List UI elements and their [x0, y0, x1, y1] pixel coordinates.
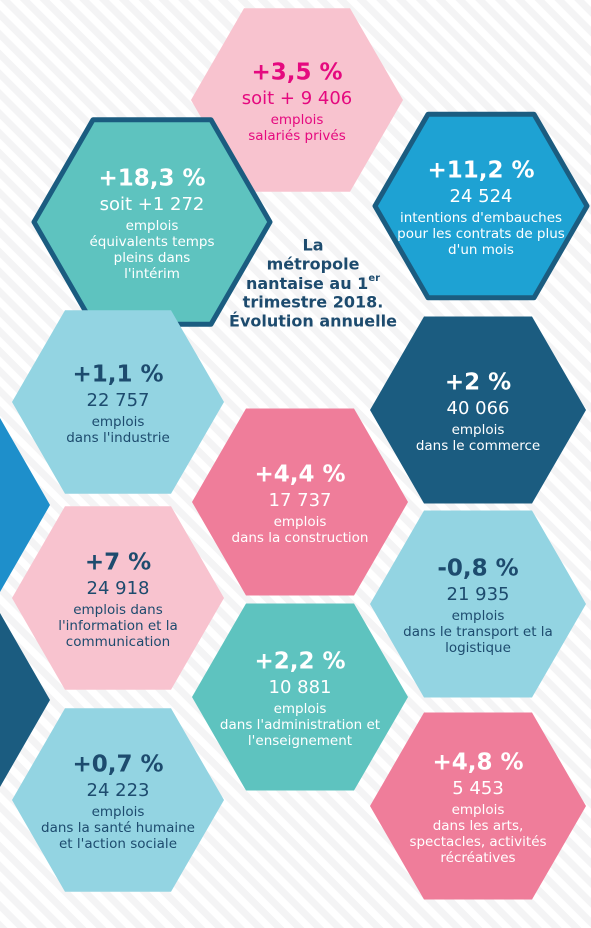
- hexagon-label: dans l'industrie: [66, 430, 170, 446]
- hexagon-label: pour les contrats de plus: [397, 226, 565, 242]
- hexagon-label: emplois: [274, 514, 327, 530]
- hexagon-label: emplois: [92, 804, 145, 820]
- hexagon-label: équivalents temps: [89, 234, 214, 250]
- hexagon: [12, 708, 224, 892]
- hexagon-label: logistique: [445, 640, 511, 656]
- hexagon-headline: +2,2 %: [254, 649, 345, 675]
- hexagon-label: emplois dans: [73, 602, 163, 618]
- hexagon-label: d'un mois: [448, 242, 514, 258]
- title-superscript: er: [368, 273, 380, 284]
- hexagon-figure: 24 223: [87, 780, 150, 801]
- hexagon-headline: +4,4 %: [254, 462, 345, 488]
- hexagon-label: emplois: [271, 112, 324, 128]
- hexagon-label: l'intérim: [124, 266, 180, 282]
- title-line: nantaise au 1er: [246, 273, 380, 293]
- hexagon: [370, 510, 586, 698]
- hexagon-label: et l'action sociale: [59, 836, 177, 852]
- hexagon-label: emplois: [452, 802, 505, 818]
- hexagon-headline: -0,8 %: [437, 556, 518, 582]
- hexagon-label: spectacles, activités: [409, 834, 546, 850]
- hexagon-headline: +3,5 %: [251, 60, 342, 86]
- hexagon-label: pleins dans: [114, 250, 191, 266]
- hexagon-figure: 21 935: [447, 584, 510, 605]
- hexagon: [192, 603, 408, 791]
- hexagon-figure: 22 757: [87, 390, 150, 411]
- hexagon-label: dans le transport et la: [403, 624, 553, 640]
- hexagon-label: intentions d'embauches: [400, 210, 562, 226]
- title-text: nantaise au 1: [246, 274, 368, 293]
- partial-hexagon: [0, 418, 50, 592]
- title-line: Évolution annuelle: [229, 312, 397, 331]
- partial-hexagon: [0, 613, 50, 787]
- hexagon-label: salariés privés: [248, 128, 345, 144]
- hexagon-label: emplois: [274, 701, 327, 717]
- hexagon-label: dans la construction: [232, 530, 369, 546]
- hexagon-figure: 40 066: [447, 398, 510, 419]
- title-line: trimestre 2018.: [243, 293, 384, 312]
- hexagon-headline: +0,7 %: [72, 752, 163, 778]
- hexagon-headline: +11,2 %: [427, 158, 534, 184]
- hexagon-label: emplois: [452, 422, 505, 438]
- hexagon-headline: +2 %: [445, 370, 511, 396]
- hexagon-figure: 24 524: [450, 186, 513, 207]
- hexagon-label: dans le commerce: [416, 438, 540, 454]
- hexagon: [12, 310, 224, 494]
- hexagon: [12, 506, 224, 690]
- title-line: métropole: [267, 255, 360, 274]
- hexagon: [370, 712, 586, 900]
- hexagon-headline: +18,3 %: [98, 166, 205, 192]
- hexagon-label: dans l'administration et: [220, 717, 380, 733]
- hexagon-figure: 24 918: [87, 578, 150, 599]
- hexagon: [191, 8, 403, 192]
- hexagon-figure: 10 881: [269, 677, 332, 698]
- hexagon-label: l'enseignement: [248, 733, 352, 749]
- hexagon-label: emplois: [452, 608, 505, 624]
- hexagon-label: dans la santé humaine: [41, 820, 195, 836]
- hexagon-label: communication: [66, 634, 170, 650]
- hexagon-figure: soit + 9 406: [242, 88, 353, 109]
- hexagon-label: dans les arts,: [433, 818, 524, 834]
- hexagon-headline: +7 %: [85, 550, 151, 576]
- hexagon-label: l'information et la: [58, 618, 178, 634]
- hexagon: [192, 408, 408, 596]
- hexagon: [372, 111, 590, 301]
- hexagon-figure: soit +1 272: [100, 194, 205, 215]
- hexagon-figure: 5 453: [452, 778, 504, 799]
- title-line: La: [303, 236, 324, 255]
- hexagon-headline: +1,1 %: [72, 362, 163, 388]
- hexagon-label: emplois: [92, 414, 145, 430]
- hexagon-headline: +4,8 %: [432, 750, 523, 776]
- hexagon: [370, 316, 586, 504]
- hexagon-label: récréatives: [440, 850, 515, 866]
- hexagon-label: emplois: [126, 218, 179, 234]
- hexagon-figure: 17 737: [269, 490, 332, 511]
- hexagon: [31, 117, 273, 327]
